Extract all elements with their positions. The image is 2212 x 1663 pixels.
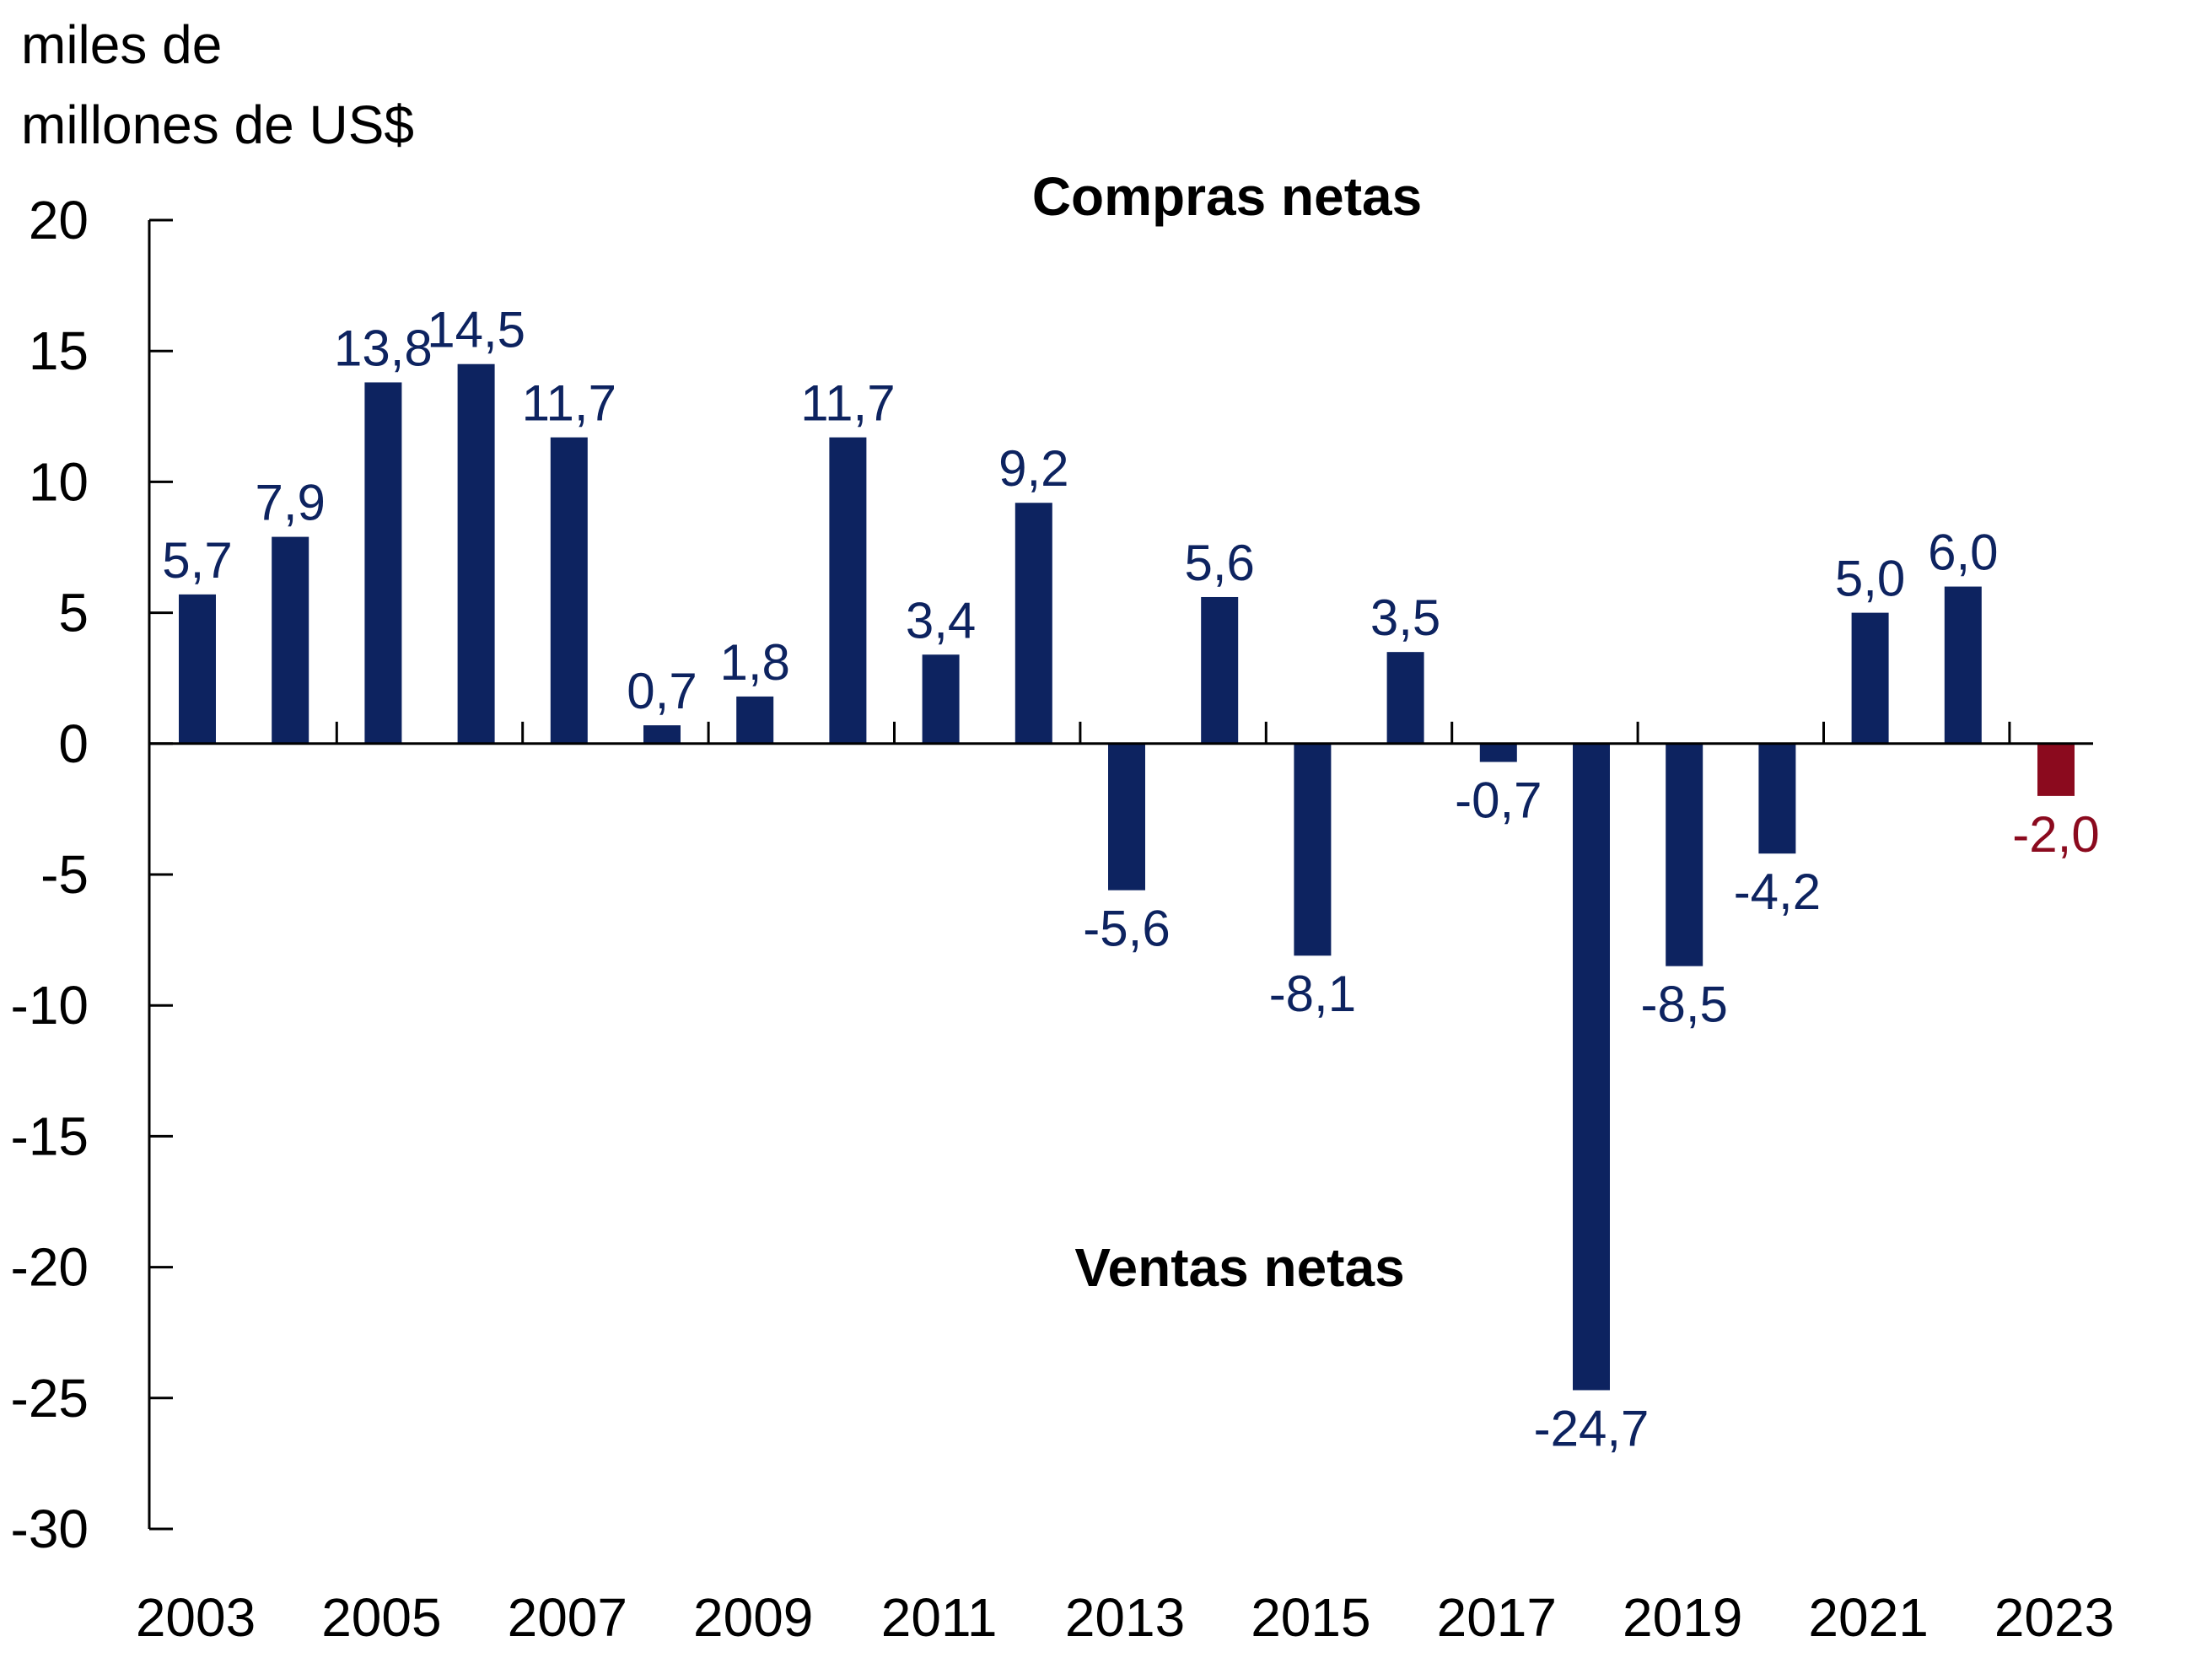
y-tick-label: 20: [29, 190, 89, 250]
value-label-2007: 11,7: [522, 375, 616, 432]
value-label-2023: -2,0: [2012, 806, 2099, 863]
y-tick-label: -5: [40, 844, 89, 905]
x-tick-label: 2015: [1251, 1587, 1370, 1648]
bar-2010: [829, 437, 867, 744]
bar-2022: [1944, 586, 1982, 744]
x-tick-label: 2003: [136, 1587, 256, 1648]
x-tick-label: 2013: [1065, 1587, 1185, 1648]
bar-2003: [179, 594, 216, 744]
y-tick-label: -25: [11, 1368, 89, 1429]
value-label-2009: 1,8: [719, 634, 789, 691]
annotation-ventas-netas: Ventas netas: [1074, 1237, 1404, 1298]
x-tick-label: 2009: [693, 1587, 813, 1648]
bar-2021: [1851, 612, 1889, 744]
y-tick-label: 10: [29, 451, 89, 512]
bar-2007: [550, 437, 588, 744]
value-label-2008: 0,7: [627, 663, 697, 719]
bar-2008: [643, 725, 681, 744]
y-tick-label: 15: [29, 320, 89, 381]
y-tick-label: -20: [11, 1237, 89, 1298]
value-label-2004: 7,9: [255, 475, 325, 531]
y-tick-label: 0: [58, 713, 89, 774]
x-tick-label: 2011: [881, 1587, 998, 1648]
x-tick-label: 2023: [1994, 1587, 2114, 1648]
value-label-2014: 5,6: [1184, 535, 1254, 591]
x-tick-label: 2007: [508, 1587, 627, 1648]
bar-2009: [736, 696, 774, 744]
value-label-2021: 5,0: [1835, 551, 1905, 607]
bar-2015: [1294, 743, 1332, 956]
bar-2019: [1666, 743, 1703, 966]
value-label-2012: 9,2: [998, 440, 1068, 497]
value-label-2010: 11,7: [800, 375, 895, 432]
value-label-2005: 13,8: [334, 320, 433, 376]
bars: [179, 363, 2075, 1391]
bar-2005: [364, 382, 402, 744]
value-label-2015: -8,1: [1269, 966, 1356, 1022]
value-label-2020: -4,2: [1734, 864, 1821, 920]
value-label-2016: 3,5: [1370, 589, 1440, 646]
bar-2018: [1573, 743, 1610, 1391]
x-tick-label: 2005: [321, 1587, 441, 1648]
bar-2023: [2037, 743, 2075, 796]
value-label-2006: 14,5: [427, 302, 525, 358]
y-tick-label: 5: [58, 583, 89, 643]
y-axis: 20 15 10 5 0 -5 -10 -15 -20 -25 -30: [11, 190, 173, 1559]
bar-2006: [457, 363, 495, 744]
x-tick-label: 2017: [1437, 1587, 1557, 1648]
bar-2011: [922, 654, 960, 744]
y-axis-label-line-1: miles de: [21, 14, 222, 75]
x-axis: 2003 2005 2007 2009 2011 2013 2015 2017 2019 2021…: [136, 721, 2114, 1648]
bar-2016: [1386, 652, 1424, 744]
y-tick-label: -30: [11, 1499, 89, 1559]
value-labels: 5,7 7,9 13,814,5 11,7 0,7 1,8 11,7 3,4 9,2 -5,6 5,…: [162, 302, 2099, 1457]
y-axis-label-line-2: millones de US$: [21, 94, 414, 155]
bar-2020: [1758, 743, 1796, 854]
annotation-compras-netas: Compras netas: [1032, 166, 1422, 227]
bar-2012: [1015, 503, 1052, 744]
value-label-2018: -24,7: [1534, 1400, 1650, 1456]
bar-2004: [272, 536, 309, 744]
y-tick-label: -10: [11, 975, 89, 1036]
bar-2014: [1201, 596, 1239, 744]
value-label-2022: 6,0: [1928, 525, 1998, 581]
value-label-2003: 5,7: [162, 532, 232, 589]
x-tick-label: 2019: [1623, 1587, 1742, 1648]
y-tick-label: -15: [11, 1106, 89, 1166]
x-tick-label: 2021: [1808, 1587, 1928, 1648]
bar-2017: [1479, 743, 1517, 762]
bar-2013: [1108, 743, 1145, 891]
value-label-2017: -0,7: [1455, 772, 1542, 829]
value-label-2011: 3,4: [906, 592, 976, 649]
value-label-2019: -8,5: [1641, 977, 1728, 1033]
value-label-2013: -5,6: [1083, 901, 1170, 957]
